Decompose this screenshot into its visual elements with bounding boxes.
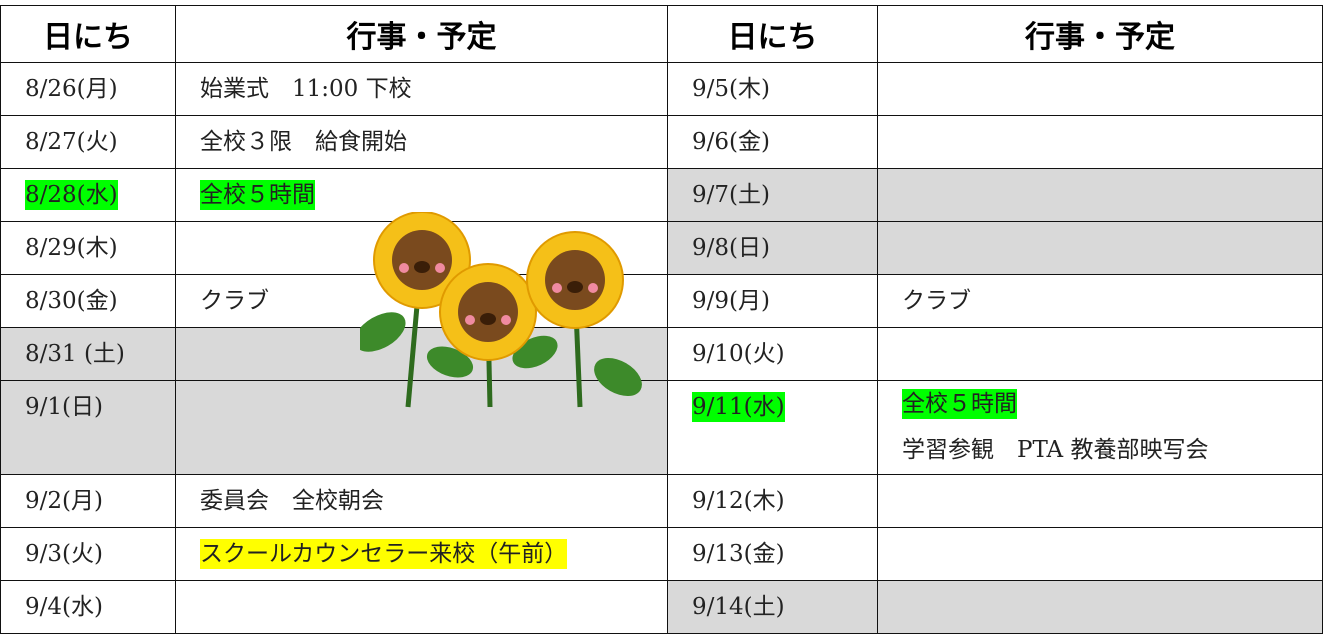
date-text: 9/1(日) bbox=[25, 394, 103, 420]
column-header: 日にち bbox=[667, 5, 878, 63]
schedule-row: 9/2(月) 委員会 全校朝会 9/12(木) bbox=[0, 474, 1323, 528]
date-cell: 8/27(火) bbox=[0, 115, 176, 169]
date-cell: 9/11(水) bbox=[667, 380, 878, 475]
date-text: 9/10(火) bbox=[692, 341, 785, 367]
date-cell: 9/10(火) bbox=[667, 327, 878, 381]
date-text: 8/28(水) bbox=[25, 180, 118, 210]
schedule-row: 9/1(日) 9/11(水) 全校５時間学習参観 PTA 教養部映写会 bbox=[0, 380, 1323, 475]
date-cell: 9/2(月) bbox=[0, 474, 176, 528]
date-text: 9/14(土) bbox=[692, 594, 785, 620]
event-cell: スクールカウンセラー来校（午前） bbox=[175, 527, 668, 581]
date-text: 9/4(水) bbox=[25, 594, 103, 620]
header-row: 日にち 行事・予定 日にち 行事・予定 bbox=[0, 5, 1323, 63]
column-header: 行事・予定 bbox=[175, 5, 668, 63]
event-cell: 全校５時間学習参観 PTA 教養部映写会 bbox=[877, 380, 1323, 475]
date-cell: 8/30(金) bbox=[0, 274, 176, 328]
date-cell: 9/5(木) bbox=[667, 62, 878, 116]
date-cell: 8/31 (土) bbox=[0, 327, 176, 381]
sunflower-illustration bbox=[360, 212, 642, 408]
event-cell bbox=[877, 527, 1323, 581]
date-cell: 8/26(月) bbox=[0, 62, 176, 116]
date-text: 9/9(月) bbox=[692, 288, 770, 314]
date-text: 8/29(木) bbox=[25, 235, 118, 261]
event-cell bbox=[877, 221, 1323, 275]
date-cell: 9/12(木) bbox=[667, 474, 878, 528]
date-text: 9/13(金) bbox=[692, 541, 785, 567]
schedule-row: 8/27(火) 全校３限 給食開始 9/6(金) bbox=[0, 115, 1323, 169]
column-header: 日にち bbox=[0, 5, 176, 63]
date-cell: 9/14(土) bbox=[667, 580, 878, 634]
schedule-row: 8/29(木) 9/8(日) bbox=[0, 221, 1323, 275]
event-cell bbox=[877, 327, 1323, 381]
date-text: 9/5(木) bbox=[692, 76, 770, 102]
date-text: 8/27(火) bbox=[25, 129, 118, 155]
event-cell: クラブ bbox=[877, 274, 1323, 328]
date-text: 8/31 (土) bbox=[25, 341, 125, 367]
date-text: 8/26(月) bbox=[25, 76, 118, 102]
date-text: 9/2(月) bbox=[25, 488, 103, 514]
date-cell: 9/6(金) bbox=[667, 115, 878, 169]
date-cell: 8/29(木) bbox=[0, 221, 176, 275]
date-text: 9/3(火) bbox=[25, 541, 103, 567]
date-text: 9/7(土) bbox=[692, 182, 770, 208]
event-text: スクールカウンセラー来校（午前） bbox=[200, 539, 568, 569]
date-cell: 9/7(土) bbox=[667, 168, 878, 222]
event-cell: 始業式 11:00 下校 bbox=[175, 62, 668, 116]
date-text: 9/6(金) bbox=[692, 129, 770, 155]
column-header: 行事・予定 bbox=[877, 5, 1323, 63]
event-cell bbox=[877, 62, 1323, 116]
date-text: 9/12(木) bbox=[692, 488, 785, 514]
event-text: 委員会 全校朝会 bbox=[200, 488, 384, 514]
event-cell bbox=[877, 168, 1323, 222]
date-text: 8/30(金) bbox=[25, 288, 118, 314]
schedule-row: 8/26(月) 始業式 11:00 下校 9/5(木) bbox=[0, 62, 1323, 116]
date-text: 9/11(水) bbox=[692, 392, 785, 422]
schedule-row: 8/30(金) クラブ 9/9(月) クラブ bbox=[0, 274, 1323, 328]
event-text: 全校３限 給食開始 bbox=[200, 129, 407, 155]
date-cell: 9/3(火) bbox=[0, 527, 176, 581]
event-text: クラブ bbox=[200, 288, 269, 314]
schedule-row: 9/4(水) 9/14(土) bbox=[0, 580, 1323, 634]
event-text: クラブ bbox=[902, 288, 971, 314]
schedule-row: 8/31 (土) 9/10(火) bbox=[0, 327, 1323, 381]
event-cell: 全校３限 給食開始 bbox=[175, 115, 668, 169]
event-text: 全校５時間 bbox=[200, 180, 315, 210]
date-cell: 9/9(月) bbox=[667, 274, 878, 328]
event-cell bbox=[175, 380, 668, 475]
date-cell: 9/13(金) bbox=[667, 527, 878, 581]
schedule-row: 9/3(火) スクールカウンセラー来校（午前） 9/13(金) bbox=[0, 527, 1323, 581]
schedule-table: 日にち 行事・予定 日にち 行事・予定 8/26(月) 始業式 11:00 下校 9/5(… bbox=[0, 5, 1323, 634]
event-cell bbox=[877, 115, 1323, 169]
date-cell: 8/28(水) bbox=[0, 168, 176, 222]
event-cell bbox=[175, 580, 668, 634]
event-cell bbox=[877, 580, 1323, 634]
event-cell: 委員会 全校朝会 bbox=[175, 474, 668, 528]
event-cell bbox=[877, 474, 1323, 528]
date-cell: 9/4(水) bbox=[0, 580, 176, 634]
event-cell bbox=[175, 327, 668, 381]
schedule-row: 8/28(水) 全校５時間 9/7(土) bbox=[0, 168, 1323, 222]
date-text: 9/8(日) bbox=[692, 235, 770, 261]
date-cell: 9/8(日) bbox=[667, 221, 878, 275]
date-cell: 9/1(日) bbox=[0, 380, 176, 475]
event-text: 全校５時間 bbox=[902, 389, 1017, 419]
event-text: 始業式 11:00 下校 bbox=[200, 76, 412, 102]
event-text: 学習参観 PTA 教養部映写会 bbox=[902, 437, 1209, 463]
